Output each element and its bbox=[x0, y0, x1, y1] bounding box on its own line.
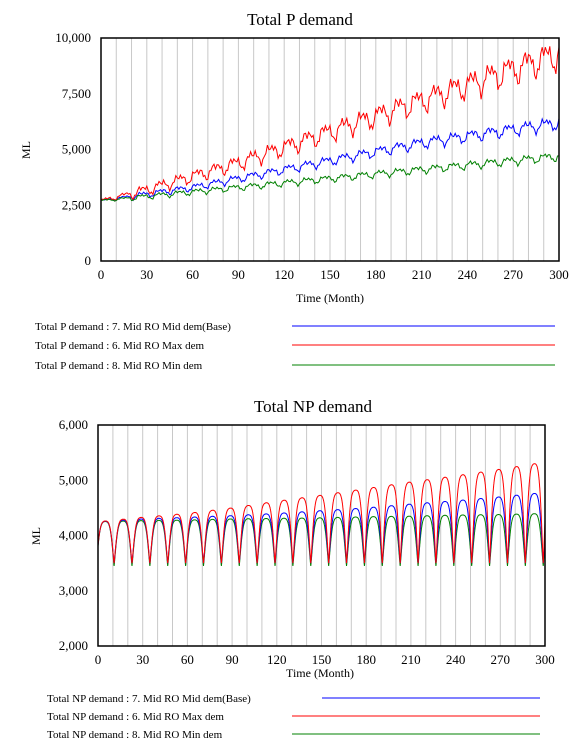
x-tick-label: 0 bbox=[98, 267, 105, 282]
x-tick-label: 150 bbox=[320, 267, 340, 282]
x-tick-label: 30 bbox=[136, 652, 149, 667]
x-tick-label: 270 bbox=[503, 267, 523, 282]
y-tick-label: 2,500 bbox=[62, 197, 91, 212]
x-axis-label: Time (Month) bbox=[286, 666, 354, 680]
x-tick-label: 120 bbox=[267, 652, 287, 667]
y-tick-labels: 0 2,500 5,000 7,500 10,000 bbox=[55, 30, 91, 268]
x-tick-label: 90 bbox=[232, 267, 245, 282]
legend-label-1: Total P demand : 7. Mid RO Mid dem(Base) bbox=[35, 321, 231, 333]
series-lines bbox=[100, 46, 560, 202]
x-tick-label: 120 bbox=[274, 267, 294, 282]
chart-title: Total NP demand bbox=[254, 397, 373, 416]
x-tick-label: 150 bbox=[312, 652, 332, 667]
legend-label-3: Total P demand : 8. Mid RO Min dem bbox=[35, 360, 203, 372]
series-lines bbox=[97, 463, 546, 566]
series-line-2 bbox=[97, 463, 546, 564]
x-tick-label: 210 bbox=[401, 652, 421, 667]
x-tick-label: 300 bbox=[549, 267, 569, 282]
chart-total-np-demand: Total NP demand 0 30 60 90 120 150 180 210 240 27… bbox=[29, 397, 555, 741]
x-tick-label: 180 bbox=[366, 267, 386, 282]
y-tick-label: 4,000 bbox=[59, 528, 88, 543]
plot-frame bbox=[97, 424, 546, 647]
y-tick-label: 2,000 bbox=[59, 638, 88, 653]
x-tick-label: 60 bbox=[186, 267, 199, 282]
x-tick-label: 240 bbox=[446, 652, 466, 667]
chart-total-p-demand: Total P demand 0 30 60 90 120 150 180 210 240 270… bbox=[19, 10, 569, 372]
y-tick-labels: 2,000 3,000 4,000 5,000 6,000 bbox=[59, 417, 88, 653]
x-tick-label: 210 bbox=[412, 267, 432, 282]
y-tick-label: 5,000 bbox=[62, 142, 91, 157]
y-tick-label: 0 bbox=[85, 253, 92, 268]
x-tick-label: 240 bbox=[458, 267, 478, 282]
y-tick-label: 10,000 bbox=[55, 30, 91, 45]
legend: Total NP demand : 7. Mid RO Mid dem(Base… bbox=[47, 693, 540, 741]
x-tick-label: 300 bbox=[535, 652, 555, 667]
y-tick-label: 3,000 bbox=[59, 583, 88, 598]
y-tick-label: 6,000 bbox=[59, 417, 88, 432]
y-tick-label: 5,000 bbox=[59, 472, 88, 487]
x-tick-label: 90 bbox=[226, 652, 239, 667]
x-tick-label: 60 bbox=[181, 652, 194, 667]
x-tick-labels: 0 30 60 90 120 150 180 210 240 270 300 bbox=[98, 267, 569, 282]
plot-frame bbox=[100, 37, 560, 262]
legend-label-3: Total NP demand : 8. Mid RO Min dem bbox=[47, 729, 223, 741]
x-tick-label: 180 bbox=[356, 652, 376, 667]
x-tick-labels: 0 30 60 90 120 150 180 210 240 270 300 bbox=[95, 652, 555, 667]
chart-title: Total P demand bbox=[247, 10, 353, 29]
series-line-2 bbox=[100, 46, 560, 201]
legend: Total P demand : 7. Mid RO Mid dem(Base)… bbox=[35, 321, 555, 372]
grid bbox=[115, 38, 545, 261]
legend-label-1: Total NP demand : 7. Mid RO Mid dem(Base… bbox=[47, 693, 251, 705]
y-tick-label: 7,500 bbox=[62, 86, 91, 101]
legend-label-2: Total NP demand : 6. Mid RO Max dem bbox=[47, 711, 224, 723]
x-tick-label: 0 bbox=[95, 652, 102, 667]
y-axis-label: ML bbox=[29, 527, 43, 545]
series-line-1 bbox=[100, 117, 560, 202]
y-axis-label: ML bbox=[19, 141, 33, 159]
x-tick-label: 270 bbox=[491, 652, 511, 667]
x-axis-label: Time (Month) bbox=[296, 291, 364, 305]
x-tick-label: 30 bbox=[140, 267, 153, 282]
legend-label-2: Total P demand : 6. Mid RO Max dem bbox=[35, 340, 204, 352]
grid bbox=[112, 425, 531, 646]
series-line-3 bbox=[100, 153, 560, 202]
